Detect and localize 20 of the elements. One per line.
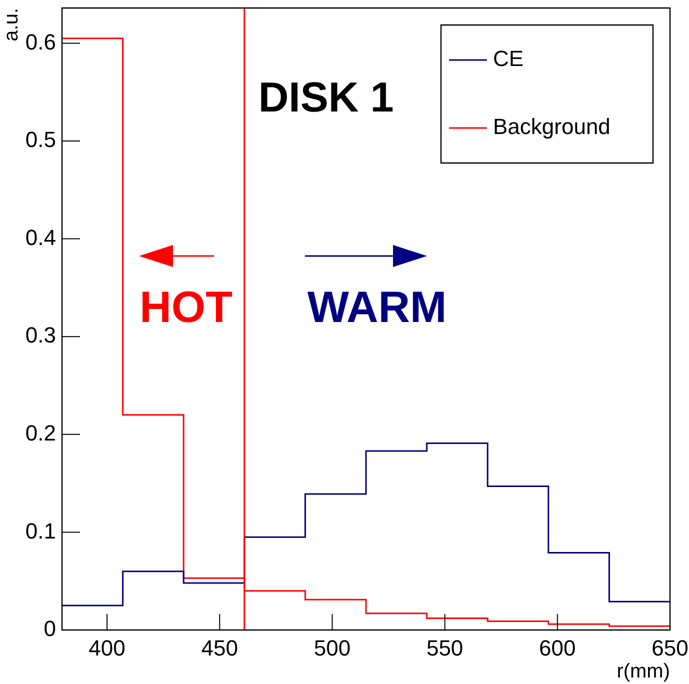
x-axis-title: r(mm): [616, 660, 670, 683]
y-tick-label: 0.4: [25, 224, 56, 250]
annotation: WARM: [307, 283, 447, 332]
y-tick-label: 0.5: [25, 127, 56, 152]
x-tick-label: 550: [426, 635, 464, 660]
y-tick-label: 0.1: [25, 518, 56, 544]
legend-label: Background: [493, 114, 610, 140]
y-tick-label: 0: [44, 616, 56, 642]
x-tick-label: 600: [539, 635, 576, 660]
text: DISK 1: [258, 74, 394, 121]
x-tick-label: 500: [314, 635, 351, 660]
annotation: HOT: [140, 283, 233, 332]
y-axis-title: a.u.: [0, 8, 23, 42]
x-tick-label: 400: [88, 635, 126, 660]
y-tick-label: 0.2: [25, 420, 56, 446]
x-tick-label: 450: [201, 635, 238, 660]
x-tick-label: 650: [652, 635, 688, 660]
y-tick-label: 0.6: [25, 29, 56, 54]
y-tick-label: 0.3: [25, 322, 56, 348]
legend-label: CE: [493, 46, 524, 72]
